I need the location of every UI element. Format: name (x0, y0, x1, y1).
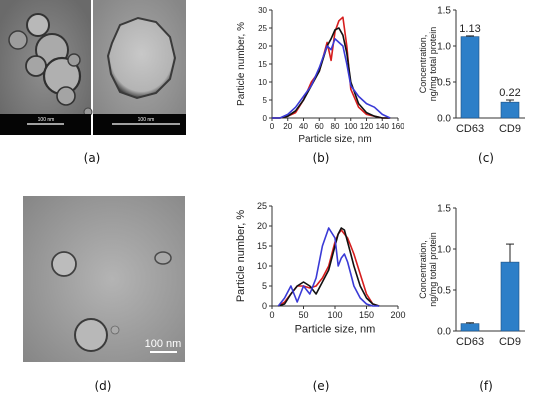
series-line-black-b (272, 27, 391, 119)
panel-label-a: (a) (83, 151, 101, 165)
y-tick-label-b: 10 (258, 78, 267, 87)
x-tick-label-e: 50 (298, 310, 308, 320)
y-tick-label-f: 1.5 (437, 204, 451, 215)
x-tick-label-b: 80 (331, 122, 340, 131)
panel-label-b: (b) (312, 151, 330, 165)
panel-b: 0 20 40 60 80 100 120 140 160 0 5 10 15 20 25 30 Particl… (232, 0, 405, 150)
series-line-blue-b (272, 37, 391, 119)
data-label-c: 0.22 (499, 87, 520, 99)
y-tick-label-e: 0 (262, 301, 267, 311)
y-axis-label-f: ng/mg total protein (428, 232, 438, 307)
panel-c: 0.0 0.5 1.0 1.5 CD63 1.13 CD9 0.22 Concentration… (416, 0, 550, 150)
y-tick-label-b: 5 (263, 96, 268, 105)
panel-e: 0 50 100 150 200 0 5 10 15 20 25 Particle size, nm P… (232, 196, 412, 371)
panel-label-f: (f) (479, 379, 493, 393)
data-label-c: 1.13 (459, 23, 480, 35)
x-tick-label-b: 40 (299, 122, 308, 131)
y-tick-label-b: 20 (258, 42, 267, 51)
x-axis-label-b: Particle size, nm (298, 134, 371, 145)
y-axis-label-e: Particle number, % (235, 210, 247, 303)
y-tick-label-c: 1.5 (437, 6, 451, 17)
x-tick-label-b: 140 (376, 122, 390, 131)
x-tick-label-b: 160 (391, 122, 404, 131)
chart-b: 0 20 40 60 80 100 120 140 160 0 5 10 15 20 25 30 Particl… (236, 6, 405, 145)
series-line-red-b (272, 16, 391, 119)
panel-label-e: (e) (312, 379, 330, 393)
y-tick-label-f: 1.0 (437, 245, 451, 256)
scalebar-a-left-label: 100 nm (38, 117, 55, 123)
y-tick-label-c: 0.5 (437, 78, 451, 89)
x-tick-label-e: 200 (390, 310, 405, 320)
x-tick-label-b: 60 (315, 122, 324, 131)
panel-label-d: (d) (94, 379, 112, 393)
y-tick-label-b: 0 (263, 114, 268, 123)
series-line-blue-e (277, 227, 380, 307)
x-tick-label-b: 100 (344, 122, 358, 131)
x-tick-label-e: 0 (269, 310, 274, 320)
panel-f: 0.0 0.5 1.0 1.5 CD63 CD9 Concentration, ng/mg t… (416, 196, 550, 371)
category-label-f: CD9 (499, 336, 521, 348)
y-axis-label-f: Concentration, (418, 240, 428, 299)
x-tick-label-e: 150 (359, 310, 374, 320)
micrograph-a: 100 nm 100 nm (0, 0, 186, 135)
y-tick-label-c: 1.0 (437, 42, 451, 53)
y-tick-label-f: 0.5 (437, 286, 451, 297)
y-tick-label-e: 25 (257, 201, 267, 211)
bar-cd9-f (500, 261, 520, 332)
chart-f: 0.0 0.5 1.0 1.5 CD63 CD9 Concentration, ng/mg t… (418, 204, 525, 348)
panel-label-c: (c) (478, 151, 494, 165)
category-label-f: CD63 (456, 336, 484, 348)
bar-cd63-f (460, 323, 480, 332)
y-tick-label-e: 5 (262, 281, 267, 291)
chart-e: 0 50 100 150 200 0 5 10 15 20 25 Particle size, nm P… (235, 201, 406, 335)
bar-cd9-c (500, 101, 520, 119)
x-tick-label-e: 100 (327, 310, 342, 320)
micrograph-d: 100 nm (23, 196, 185, 362)
scalebar-a-right-label: 100 nm (138, 117, 155, 123)
y-axis-label-c: ng/mg total protein (428, 27, 438, 102)
category-label-c: CD63 (456, 123, 484, 135)
y-tick-label-f: 0.0 (437, 327, 451, 338)
x-tick-label-b: 0 (270, 122, 275, 131)
y-axis-label-c: Concentration, (418, 35, 428, 94)
y-tick-label-e: 10 (257, 261, 267, 271)
x-axis-label-e: Particle size, nm (295, 323, 376, 335)
x-tick-label-b: 120 (360, 122, 374, 131)
y-tick-label-e: 20 (257, 221, 267, 231)
y-tick-label-b: 15 (258, 60, 267, 69)
chart-c: 0.0 0.5 1.0 1.5 CD63 1.13 CD9 0.22 Concentration… (418, 6, 525, 135)
scalebar-d-label: 100 nm (145, 338, 182, 350)
bar-cd63-c (460, 36, 480, 119)
y-tick-label-c: 0.0 (437, 114, 451, 125)
y-tick-label-b: 25 (258, 24, 267, 33)
y-axis-label-b: Particle number, % (236, 22, 247, 106)
series-line-black-e (278, 227, 380, 307)
panel-d: 100 nm (23, 196, 185, 362)
panel-a: 100 nm 100 nm (0, 0, 186, 135)
x-tick-label-b: 20 (283, 122, 292, 131)
category-label-c: CD9 (499, 123, 521, 135)
y-tick-label-e: 15 (257, 241, 267, 251)
y-tick-label-b: 30 (258, 6, 267, 15)
